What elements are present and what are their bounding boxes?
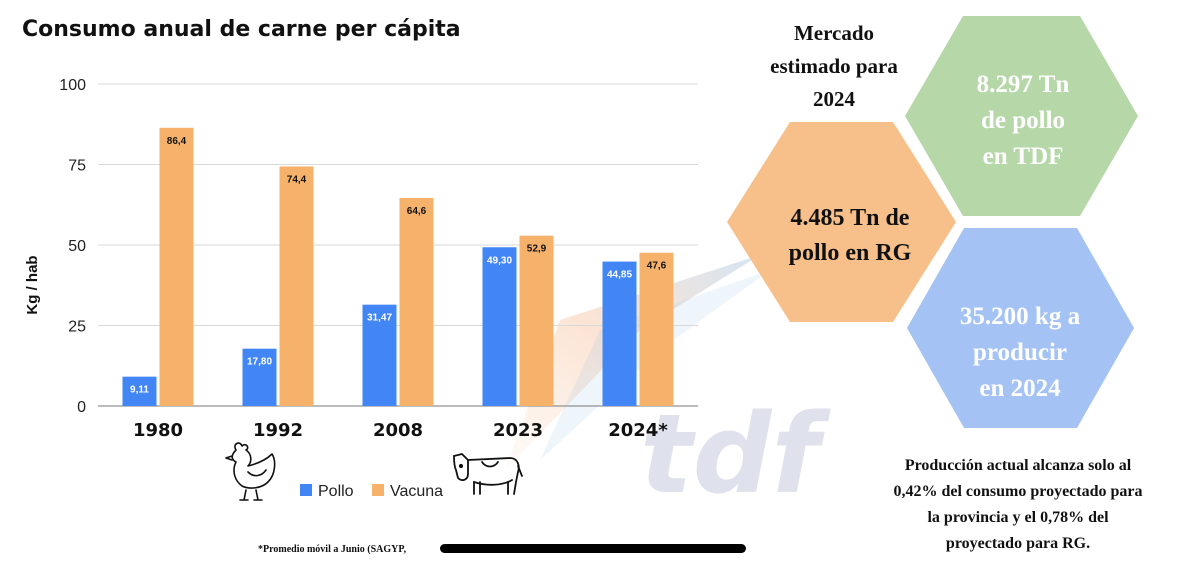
chicken-icon — [225, 442, 276, 501]
x-tick-label: 2024* — [608, 420, 668, 441]
watermark-text: tdf — [640, 390, 831, 518]
grid-lines — [98, 83, 698, 407]
data-label: 86,4 — [167, 136, 187, 147]
y-tick-label: 75 — [68, 158, 86, 175]
summary-line-2: 0,42% del consumo proyectado para — [893, 483, 1142, 500]
bar-pollo-1992 — [242, 348, 277, 406]
bar-vacuna-1980 — [159, 127, 194, 407]
bar-pollo-1980 — [122, 376, 157, 406]
data-label: 49,30 — [487, 255, 512, 266]
bar-pollo-2024* — [602, 261, 637, 406]
y-tick-label: 25 — [68, 319, 86, 336]
data-label: 47,6 — [647, 261, 667, 272]
data-label: 52,9 — [527, 244, 547, 255]
hexagon-produce-line-3: en 2024 — [979, 375, 1061, 402]
hexagon-produce-line-1: 35.200 kg a — [960, 303, 1081, 330]
y-axis-label: Kg / hab — [24, 255, 41, 314]
market-heading-line-2: estimado para — [770, 54, 898, 78]
data-label: 9,11 — [130, 385, 149, 396]
market-heading-line-1: Mercado — [794, 21, 874, 45]
legend-label-vacuna: Vacuna — [390, 483, 443, 500]
hexagon-tdf-line-3: en TDF — [983, 143, 1064, 170]
footnote: *Promedio móvil a Junio (SAGYP, — [258, 544, 407, 555]
bar-vacuna-2024* — [639, 252, 674, 406]
x-tick-label: 2008 — [373, 420, 423, 441]
data-label: 31,47 — [367, 313, 392, 324]
legend: Pollo Vacuna — [300, 483, 443, 500]
hexagon-rg — [727, 122, 956, 322]
y-tick-labels: 0 25 50 75 100 — [59, 77, 86, 416]
summary-line-1: Producción actual alcanza solo al — [905, 457, 1132, 474]
bar-pollo-2023 — [482, 247, 517, 406]
data-label: 17,80 — [247, 357, 272, 368]
market-heading: Mercado estimado para 2024 — [770, 21, 898, 111]
data-label: 74,4 — [287, 174, 307, 185]
x-tick-label: 1980 — [133, 420, 183, 441]
hexagon-tdf-line-2: de pollo — [981, 107, 1065, 134]
y-tick-label: 50 — [68, 238, 86, 255]
bar-pollo-2008 — [362, 304, 397, 406]
legend-swatch-pollo — [300, 484, 312, 496]
bar-vacuna-2023 — [519, 235, 554, 406]
bars — [122, 127, 674, 407]
legend-swatch-vacuna — [372, 484, 384, 496]
hexagon-rg-line-1: 4.485 Tn de — [791, 205, 910, 231]
hexagon-rg-line-2: pollo en RG — [789, 240, 912, 266]
hexagon-produce-line-2: producir — [973, 339, 1067, 366]
x-tick-label: 2023 — [493, 420, 543, 441]
cow-icon — [453, 453, 523, 495]
bar-vacuna-1992 — [279, 166, 314, 406]
data-label: 64,6 — [407, 206, 427, 217]
chart-title: Consumo anual de carne per cápita — [22, 17, 461, 42]
market-heading-line-3: 2024 — [813, 87, 856, 111]
summary-text: Producción actual alcanza solo al 0,42% … — [893, 457, 1142, 552]
data-labels: 9,11 86,4 17,80 74,4 31,47 64,6 49,30 52,9 44,85… — [130, 136, 667, 396]
bar-vacuna-2008 — [399, 197, 434, 406]
redaction-bar — [440, 544, 746, 553]
summary-line-4: proyectado para RG. — [946, 535, 1090, 552]
hexagon-produce — [907, 228, 1134, 428]
hexagon-tdf-line-1: 8.297 Tn — [977, 71, 1070, 98]
category-labels: 1980 1992 2008 2023 2024* — [133, 420, 668, 441]
x-tick-label: 1992 — [253, 420, 303, 441]
y-tick-label: 100 — [59, 77, 86, 94]
y-tick-label: 0 — [77, 399, 86, 416]
legend-label-pollo: Pollo — [318, 483, 354, 500]
hexagon-tdf — [905, 16, 1138, 216]
data-label: 44,85 — [607, 270, 632, 281]
summary-line-3: la provincia y el 0,78% del — [927, 509, 1109, 526]
